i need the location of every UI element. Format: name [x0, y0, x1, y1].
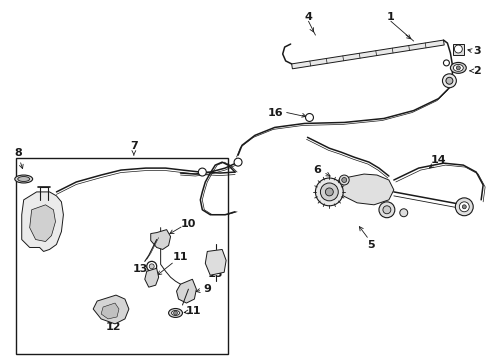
Ellipse shape — [168, 309, 182, 318]
Circle shape — [461, 205, 466, 209]
Text: 1: 1 — [386, 12, 394, 22]
Circle shape — [442, 74, 455, 88]
Bar — [16, 158, 228, 354]
Circle shape — [399, 209, 407, 217]
Ellipse shape — [455, 66, 459, 70]
Circle shape — [305, 113, 313, 121]
Circle shape — [173, 311, 177, 315]
Polygon shape — [150, 230, 170, 249]
Polygon shape — [144, 268, 158, 287]
Polygon shape — [205, 249, 225, 275]
Ellipse shape — [15, 175, 33, 183]
Text: 11: 11 — [172, 252, 188, 262]
Text: 13: 13 — [133, 264, 148, 274]
Circle shape — [149, 264, 154, 269]
Polygon shape — [291, 40, 443, 69]
Circle shape — [453, 45, 461, 53]
Circle shape — [445, 77, 452, 84]
Text: 5: 5 — [366, 240, 374, 251]
Text: 9: 9 — [203, 284, 211, 294]
Text: 14: 14 — [430, 155, 446, 165]
Polygon shape — [332, 174, 393, 205]
Text: 11: 11 — [185, 306, 201, 316]
Circle shape — [315, 178, 343, 206]
Text: 15: 15 — [207, 269, 223, 279]
Circle shape — [382, 206, 390, 214]
Text: 16: 16 — [267, 108, 283, 117]
Circle shape — [325, 188, 333, 196]
Text: 6: 6 — [313, 165, 321, 175]
Circle shape — [198, 168, 206, 176]
Text: 3: 3 — [472, 46, 480, 56]
Ellipse shape — [449, 62, 466, 73]
Polygon shape — [176, 279, 196, 303]
Text: 12: 12 — [105, 322, 121, 332]
Polygon shape — [101, 303, 119, 319]
Text: 10: 10 — [181, 219, 196, 229]
Text: 2: 2 — [472, 66, 480, 76]
Polygon shape — [21, 192, 63, 251]
Text: 7: 7 — [130, 141, 138, 151]
Circle shape — [320, 183, 338, 201]
Text: 8: 8 — [14, 148, 21, 158]
Circle shape — [234, 158, 242, 166]
Circle shape — [378, 202, 394, 218]
Polygon shape — [93, 295, 129, 324]
Circle shape — [146, 261, 156, 271]
Circle shape — [458, 202, 468, 212]
Polygon shape — [30, 205, 55, 242]
Circle shape — [339, 175, 348, 185]
Text: 4: 4 — [304, 12, 312, 22]
Ellipse shape — [452, 64, 462, 71]
Circle shape — [454, 198, 472, 216]
Circle shape — [443, 60, 448, 66]
Ellipse shape — [171, 310, 179, 315]
Circle shape — [341, 177, 346, 183]
Ellipse shape — [18, 176, 30, 181]
Polygon shape — [452, 44, 463, 55]
